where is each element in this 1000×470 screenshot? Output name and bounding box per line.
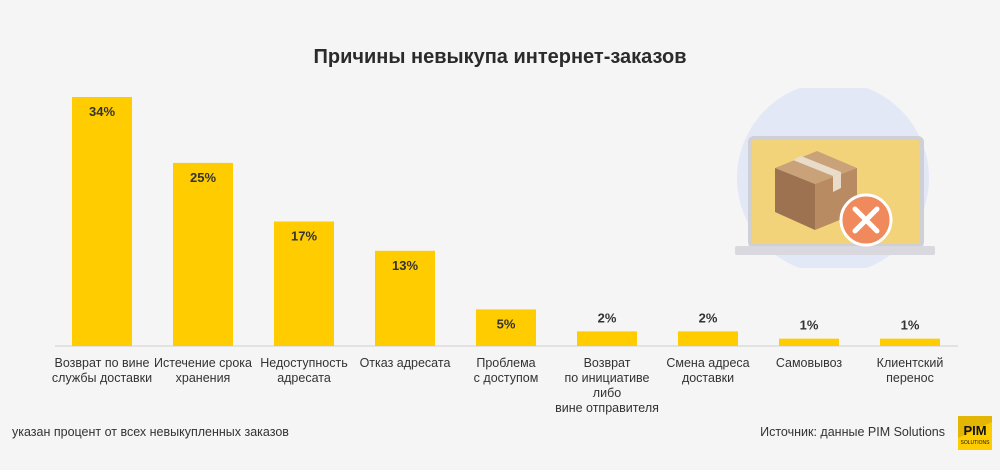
footnote: указан процент от всех невыкупленных зак… xyxy=(12,425,289,439)
cancelled-package-illustration xyxy=(735,88,935,268)
category-label-6: Возврат по инициативе либо вине отправит… xyxy=(555,356,659,415)
svg-text:SOLUTIONS: SOLUTIONS xyxy=(961,440,991,446)
bar-7 xyxy=(678,331,738,346)
svg-text:PIM: PIM xyxy=(963,423,986,438)
category-label-1: Возврат по вине службы доставки xyxy=(51,356,153,385)
category-label-3: Недоступность адресата xyxy=(260,356,348,385)
bar-1 xyxy=(72,97,132,346)
bar-6 xyxy=(577,331,637,346)
source-note: Источник: данные PIM Solutions xyxy=(760,425,945,439)
value-label-7: 2% xyxy=(699,310,718,325)
bar-8 xyxy=(779,338,839,346)
value-label-3: 17% xyxy=(291,229,317,244)
value-label-4: 13% xyxy=(392,258,418,273)
value-label-2: 25% xyxy=(190,170,216,185)
category-label-8: Самовывоз xyxy=(775,356,843,370)
value-labels-group: 34% 25% 17% 13% 5% 2% 2% 1% 1% xyxy=(89,104,920,333)
category-label-4: Отказ адресата xyxy=(359,356,451,370)
bar-2 xyxy=(173,162,233,346)
category-label-9: Клиентский перенос xyxy=(876,356,944,385)
bar-5 xyxy=(476,309,536,346)
bar-9 xyxy=(880,338,940,346)
bar-3 xyxy=(274,221,334,346)
bar-4 xyxy=(375,250,435,346)
cancel-icon xyxy=(839,193,893,247)
value-label-5: 5% xyxy=(497,316,516,331)
value-label-8: 1% xyxy=(800,318,819,333)
category-label-5: Проблема с доступом xyxy=(473,356,539,385)
value-label-1: 34% xyxy=(89,104,115,119)
category-label-2: Истечение срока хранения xyxy=(154,356,252,385)
value-label-9: 1% xyxy=(901,318,920,333)
value-label-6: 2% xyxy=(598,310,617,325)
laptop-base xyxy=(735,246,935,255)
bars-group xyxy=(72,97,940,346)
pim-logo: PIM SOLUTIONS xyxy=(958,416,992,450)
category-label-7: Смена адреса доставки xyxy=(666,356,750,385)
chart-title: Причины невыкупа интернет-заказов xyxy=(313,46,687,68)
